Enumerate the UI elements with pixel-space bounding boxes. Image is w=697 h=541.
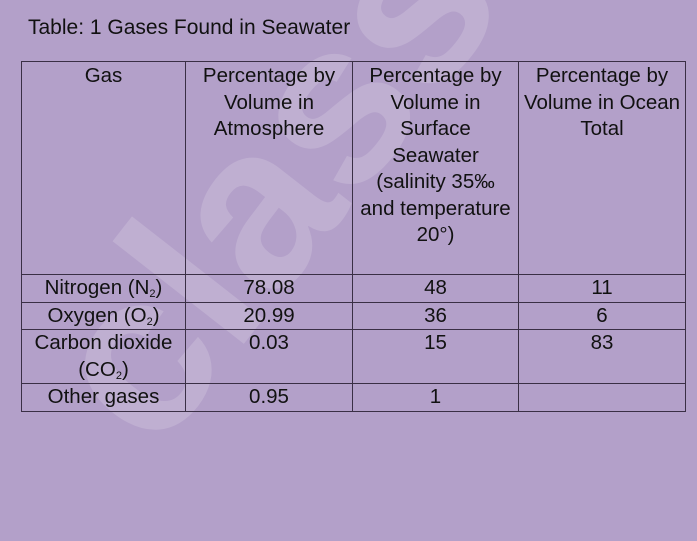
- gas-name-cell: Nitrogen (N2): [21, 274, 186, 303]
- header-atmosphere: Percentage by Volume in Atmosphere: [185, 61, 353, 275]
- surface-cell: 36: [352, 301, 519, 330]
- ocean-cell: 6: [518, 301, 686, 330]
- atmosphere-cell: 78.08: [185, 274, 353, 303]
- surface-cell: 15: [352, 329, 519, 384]
- gas-name-cell: Oxygen (O2): [21, 301, 186, 330]
- table-title: Table: 1 Gases Found in Seawater: [28, 16, 351, 39]
- surface-cell: 48: [352, 274, 519, 303]
- table-row: Nitrogen (N2) 78.08 48 11: [21, 274, 686, 303]
- ocean-cell: [518, 383, 686, 412]
- header-gas: Gas: [21, 61, 186, 275]
- header-ocean-total: Percentage by Volume in Ocean Total: [518, 61, 686, 275]
- gas-name-cell: Carbon dioxide (CO2): [21, 329, 186, 384]
- ocean-cell: 11: [518, 274, 686, 303]
- header-row: Gas Percentage by Volume in Atmosphere P…: [21, 61, 686, 275]
- header-surface-seawater: Percentage by Volume in Surface Seawater…: [352, 61, 519, 275]
- table-row: Carbon dioxide (CO2) 0.03 15 83: [21, 329, 686, 384]
- atmosphere-cell: 20.99: [185, 301, 353, 330]
- atmosphere-cell: 0.95: [185, 383, 353, 412]
- ocean-cell: 83: [518, 329, 686, 384]
- table-row: Oxygen (O2) 20.99 36 6: [21, 301, 686, 330]
- surface-cell: 1: [352, 383, 519, 412]
- gases-table: Gas Percentage by Volume in Atmosphere P…: [21, 61, 686, 412]
- table-row: Other gases 0.95 1: [21, 383, 686, 412]
- gas-name-cell: Other gases: [21, 383, 186, 412]
- atmosphere-cell: 0.03: [185, 329, 353, 384]
